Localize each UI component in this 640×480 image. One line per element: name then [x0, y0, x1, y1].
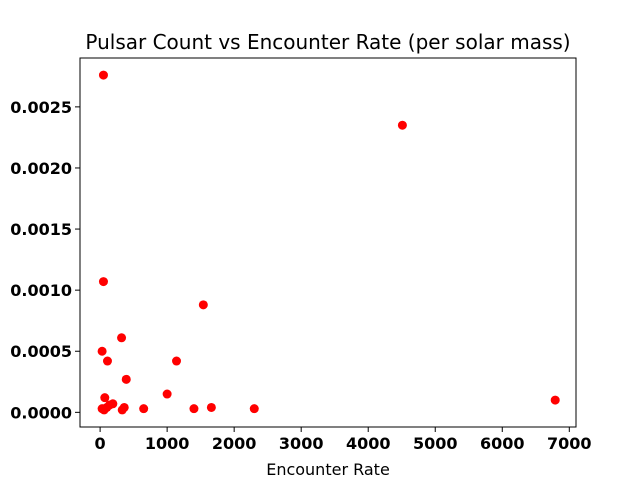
y-axis: 0.0000 0.0005 0.0010 0.0015 0.0020 0.0025	[10, 98, 80, 422]
scatter-point	[550, 395, 560, 405]
scatter-point	[249, 404, 259, 414]
x-axis: 0 1000 2000 3000 4000 5000 6000 7000	[95, 427, 592, 453]
y-tick-label: 0.0020	[10, 159, 72, 178]
x-tick-label: 6000	[480, 434, 525, 453]
scatter-point	[198, 300, 208, 310]
y-tick-label: 0.0015	[10, 220, 72, 239]
x-axis-label: Encounter Rate	[266, 460, 390, 479]
y-tick-label: 0.0005	[10, 342, 72, 361]
scatter-point	[102, 356, 112, 366]
plot-frame	[79, 57, 577, 428]
scatter-point	[117, 405, 127, 415]
y-tick-label: 0.0000	[10, 403, 72, 422]
scatter-point	[397, 120, 407, 130]
scatter-point	[98, 277, 108, 287]
x-tick-label: 0	[95, 434, 106, 453]
x-tick-label: 7000	[547, 434, 592, 453]
scatter-point	[172, 356, 182, 366]
x-tick-label: 1000	[145, 434, 190, 453]
x-tick-label: 2000	[212, 434, 257, 453]
scatter-point	[121, 374, 131, 384]
scatter-point	[97, 346, 107, 356]
chart-title: Pulsar Count vs Encounter Rate (per sola…	[85, 30, 570, 54]
y-tick-label: 0.0025	[10, 98, 72, 117]
x-tick-label: 5000	[413, 434, 458, 453]
x-tick-label: 4000	[346, 434, 391, 453]
scatter-point	[206, 402, 216, 412]
scatter-point	[98, 70, 108, 80]
scatter-point	[100, 393, 110, 403]
x-tick-label: 3000	[279, 434, 324, 453]
scatter-point	[139, 404, 149, 414]
scatter-point	[189, 404, 199, 414]
scatter-point	[117, 333, 127, 343]
scatter-point	[99, 405, 109, 415]
scatter-point	[162, 389, 172, 399]
y-tick-label: 0.0010	[10, 281, 72, 300]
data-points	[97, 70, 560, 415]
